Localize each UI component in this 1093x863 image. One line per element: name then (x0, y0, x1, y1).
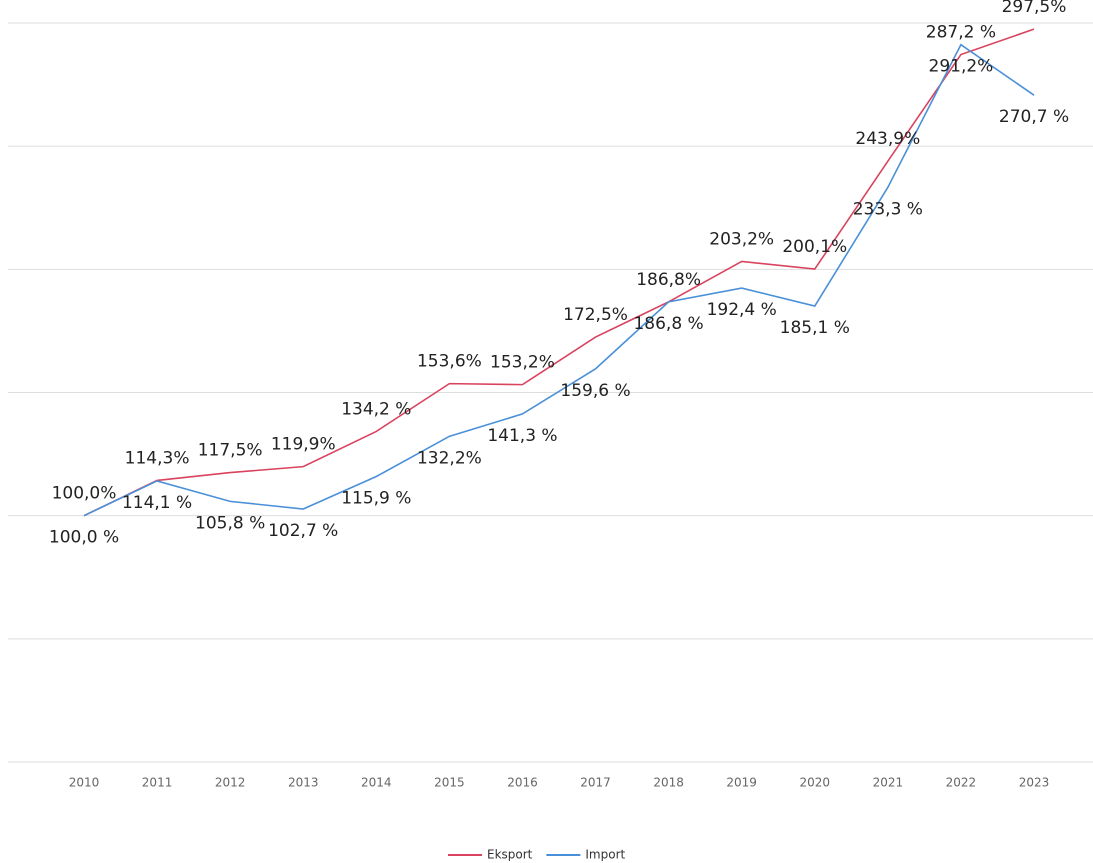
x-tick-label: 2018 (653, 776, 684, 790)
data-label: 186,8 % (633, 314, 703, 334)
x-tick-label: 2015 (434, 776, 465, 790)
x-tick-label: 2017 (580, 776, 611, 790)
data-label: 291,2% (929, 57, 994, 77)
data-label: 270,7 % (999, 107, 1069, 127)
data-label: 159,6 % (560, 381, 630, 401)
x-tick-label: 2019 (726, 776, 757, 790)
data-label: 243,9% (855, 129, 920, 149)
data-label: 203,2% (709, 229, 774, 249)
data-label: 185,1 % (780, 318, 850, 338)
x-tick-label: 2022 (946, 776, 977, 790)
legend-label: Eksport (487, 848, 533, 862)
data-label: 115,9 % (341, 488, 411, 508)
data-label: 186,8% (636, 270, 701, 290)
data-label: 100,0 % (49, 528, 119, 548)
data-label: 119,9% (271, 435, 336, 455)
series-line (83, 43, 1035, 517)
data-label: 102,7 % (268, 521, 338, 541)
data-label: 105,8 % (195, 513, 265, 533)
data-label: 153,6% (417, 352, 482, 372)
x-tick-label: 2011 (142, 776, 173, 790)
data-label: 114,1 % (122, 493, 192, 513)
x-tick-label: 2012 (215, 776, 246, 790)
x-tick-label: 2013 (288, 776, 319, 790)
data-label: 141,3 % (487, 426, 557, 446)
data-label: 153,2% (490, 353, 555, 373)
data-label: 172,5% (563, 305, 628, 325)
x-tick-label: 2010 (69, 776, 100, 790)
data-label: 233,3 % (853, 199, 923, 219)
data-label: 192,4 % (707, 300, 777, 320)
legend-label: Import (585, 848, 625, 862)
x-tick-label: 2020 (799, 776, 830, 790)
data-label: 287,2 % (926, 23, 996, 43)
data-label: 297,5% (1002, 0, 1067, 17)
data-label: 200,1% (782, 237, 847, 257)
series-line (83, 28, 1035, 517)
x-tick-label: 2016 (507, 776, 538, 790)
data-label: 114,3% (125, 448, 190, 468)
x-tick-label: 2021 (873, 776, 904, 790)
x-tick-label: 2023 (1019, 776, 1050, 790)
data-label: 117,5% (198, 441, 263, 461)
x-tick-label: 2014 (361, 776, 392, 790)
data-label: 100,0% (52, 484, 117, 504)
data-label: 134,2 % (341, 399, 411, 419)
data-label: 132,2% (417, 448, 482, 468)
